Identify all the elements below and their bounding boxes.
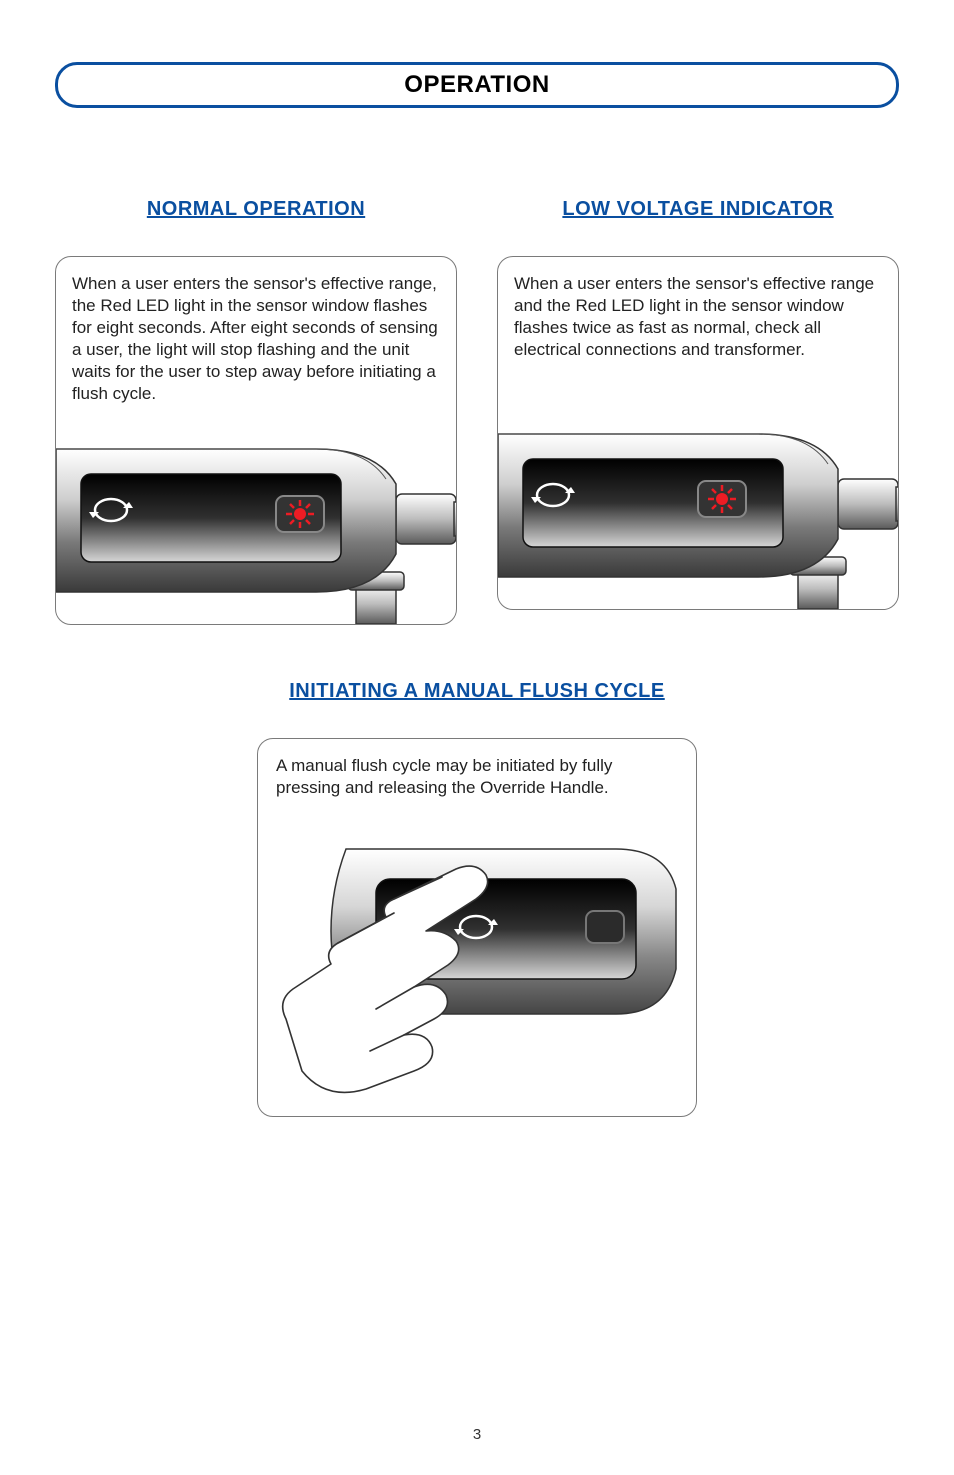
manual-flush-section: INITIATING A MANUAL FLUSH CYCLE A manual… [55, 680, 899, 1117]
low-voltage-heading: LOW VOLTAGE INDICATOR [497, 198, 899, 221]
normal-operation-column: NORMAL OPERATION When a user enters the … [55, 198, 457, 625]
columns: NORMAL OPERATION When a user enters the … [55, 198, 899, 625]
low-voltage-illustration [514, 379, 882, 609]
normal-operation-card: When a user enters the sensor's effectiv… [55, 256, 457, 625]
manual-flush-heading: INITIATING A MANUAL FLUSH CYCLE [55, 680, 899, 703]
low-voltage-text: When a user enters the sensor's effectiv… [514, 273, 882, 361]
normal-operation-illustration [72, 424, 440, 624]
page-number: 3 [0, 1426, 954, 1443]
manual-flush-text: A manual flush cycle may be initiated by… [276, 755, 678, 799]
page-title: OPERATION [58, 71, 896, 99]
normal-operation-heading: NORMAL OPERATION [55, 198, 457, 221]
page-title-frame: OPERATION [55, 62, 899, 108]
low-voltage-column: LOW VOLTAGE INDICATOR When a user enters… [497, 198, 899, 625]
manual-flush-card: A manual flush cycle may be initiated by… [257, 738, 697, 1117]
manual-flush-illustration [276, 819, 678, 1104]
low-voltage-card: When a user enters the sensor's effectiv… [497, 256, 899, 610]
normal-operation-text: When a user enters the sensor's effectiv… [72, 273, 440, 406]
